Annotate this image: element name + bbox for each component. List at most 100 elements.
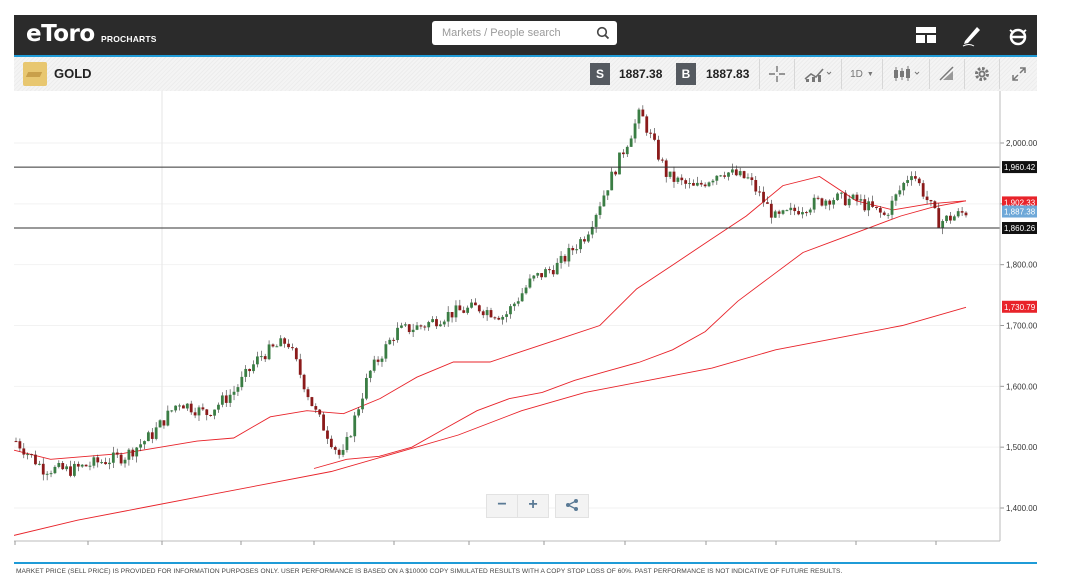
candle-body	[396, 327, 399, 341]
instrument-name: GOLD	[54, 66, 92, 81]
candle-body	[178, 405, 181, 407]
candle-body	[734, 169, 738, 176]
candle-body	[544, 269, 547, 278]
candle-body	[886, 214, 890, 216]
settings-button[interactable]	[964, 59, 999, 89]
candle-body	[828, 200, 832, 205]
candle-body	[166, 410, 170, 426]
candle-body	[287, 343, 290, 348]
candle-body	[220, 395, 224, 405]
draw-icon	[939, 66, 954, 81]
crosshair-button[interactable]	[759, 59, 794, 89]
candle-body	[633, 123, 637, 139]
price-label-box	[1002, 300, 1037, 313]
candle-body	[271, 344, 275, 347]
timeframe-select[interactable]: 1D ▼	[841, 59, 882, 89]
etoro-logo[interactable]: eToro	[26, 21, 95, 47]
candle-body	[871, 201, 874, 207]
candle-body	[34, 454, 37, 465]
candle-body	[598, 206, 602, 215]
candle-body	[851, 194, 855, 199]
y-tick-label: 1,800.00	[1006, 261, 1037, 270]
candle-body	[766, 202, 769, 204]
candle-body	[801, 212, 804, 215]
sell-label[interactable]: S	[590, 63, 610, 85]
candle-body	[115, 452, 119, 455]
zoom-in-button[interactable]: +	[517, 494, 549, 518]
candle-body	[298, 359, 302, 375]
candles-icon	[894, 66, 920, 81]
candle-body	[403, 324, 407, 326]
candle-body	[629, 138, 633, 147]
candle-body	[400, 325, 403, 328]
indicators-button[interactable]	[794, 59, 841, 89]
candle-body	[832, 200, 836, 205]
candle-body	[727, 172, 730, 177]
candle-body	[458, 305, 462, 311]
candle-body	[594, 214, 598, 227]
indicators-icon	[804, 68, 832, 82]
candle-body	[777, 211, 781, 214]
candle-body	[949, 215, 952, 221]
search-icon[interactable]	[595, 25, 611, 41]
candle-body	[170, 410, 174, 412]
expand-button[interactable]	[999, 59, 1037, 89]
candle-body	[512, 303, 516, 307]
candle-body	[337, 449, 341, 455]
search-box[interactable]	[432, 21, 617, 45]
candle-body	[548, 269, 551, 271]
candle-body	[956, 211, 960, 217]
pencil-icon[interactable]	[959, 22, 985, 48]
buy-label[interactable]: B	[676, 63, 696, 85]
candle-body	[345, 436, 349, 450]
candle-body	[575, 249, 579, 251]
instrument-toolbar: GOLD S 1887.38 B 1887.83 1D ▼	[14, 57, 1037, 91]
candle-body	[49, 473, 53, 475]
candle-body	[664, 160, 668, 177]
candle-body	[653, 133, 656, 140]
zoom-out-button[interactable]: −	[486, 494, 518, 518]
price-label-box	[1002, 222, 1037, 235]
candle-body	[804, 212, 808, 214]
candle-body	[703, 184, 707, 187]
expand-icon	[1011, 67, 1026, 81]
chart-type-button[interactable]	[882, 59, 929, 89]
search-input[interactable]	[432, 21, 592, 45]
candle-body	[69, 466, 72, 476]
candle-body	[294, 348, 298, 360]
candle-body	[571, 248, 575, 251]
candle-body	[497, 317, 501, 320]
candle-body	[933, 201, 937, 209]
candle-body	[524, 287, 528, 294]
candle-body	[314, 406, 318, 410]
candle-body	[742, 171, 746, 179]
candle-body	[201, 407, 205, 410]
candle-body	[57, 463, 61, 467]
candle-body	[894, 194, 898, 201]
candle-body	[684, 180, 688, 184]
buy-price[interactable]: 1887.83	[706, 67, 750, 81]
candle-body	[863, 199, 867, 211]
sell-price[interactable]: 1887.38	[619, 67, 663, 81]
candle-body	[509, 306, 512, 315]
candle-body	[333, 447, 337, 450]
candle-body	[123, 459, 127, 464]
candle-body	[812, 197, 816, 210]
candle-body	[563, 255, 567, 262]
candle-body	[217, 404, 220, 410]
price-chart[interactable]: 2,000.001,900.001,800.001,700.001,600.00…	[14, 91, 1037, 546]
layout-icon[interactable]	[913, 22, 939, 48]
candle-body	[361, 398, 364, 410]
candle-body	[318, 409, 322, 415]
candle-body	[921, 183, 925, 197]
share-icon	[566, 499, 578, 511]
candle-body	[625, 146, 629, 155]
candle-body	[73, 463, 76, 476]
etoro-e-icon[interactable]	[1005, 22, 1031, 48]
candle-body	[326, 430, 329, 439]
candle-body	[890, 200, 894, 215]
share-button[interactable]	[555, 494, 589, 518]
draw-tools-button[interactable]	[929, 59, 964, 89]
candle-body	[76, 463, 80, 467]
candle-body	[407, 324, 411, 333]
